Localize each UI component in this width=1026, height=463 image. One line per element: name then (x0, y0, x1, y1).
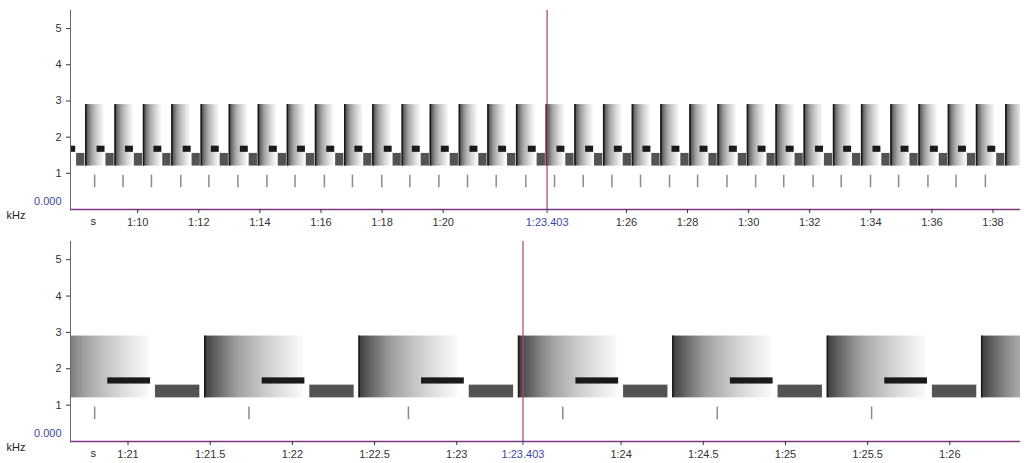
svg-text:5: 5 (55, 253, 61, 265)
svg-text:1:24: 1:24 (610, 448, 631, 460)
svg-text:1:23.403: 1:23.403 (526, 216, 569, 228)
svg-text:1:38: 1:38 (982, 216, 1003, 228)
svg-text:kHz: kHz (7, 209, 26, 221)
svg-text:1:26: 1:26 (616, 216, 637, 228)
svg-text:1:21.5: 1:21.5 (195, 448, 226, 460)
svg-text:1:36: 1:36 (921, 216, 942, 228)
svg-text:1:20: 1:20 (432, 216, 453, 228)
svg-text:1:23.403: 1:23.403 (502, 448, 545, 460)
svg-text:1:30: 1:30 (738, 216, 759, 228)
svg-text:4: 4 (55, 58, 61, 70)
svg-text:1:18: 1:18 (371, 216, 392, 228)
svg-text:0.000: 0.000 (34, 195, 62, 207)
svg-text:4: 4 (55, 290, 61, 302)
svg-text:1:16: 1:16 (310, 216, 331, 228)
svg-text:1:34: 1:34 (860, 216, 881, 228)
svg-text:1:21: 1:21 (117, 448, 138, 460)
svg-text:1:28: 1:28 (677, 216, 698, 228)
svg-text:0.000: 0.000 (34, 427, 62, 439)
svg-text:1:14: 1:14 (249, 216, 270, 228)
svg-text:3: 3 (55, 94, 61, 106)
svg-text:s: s (91, 215, 97, 227)
svg-text:1: 1 (55, 167, 61, 179)
svg-text:1: 1 (55, 399, 61, 411)
svg-text:2: 2 (55, 131, 61, 143)
svg-text:1:25: 1:25 (775, 448, 796, 460)
svg-text:kHz: kHz (7, 441, 26, 453)
svg-text:5: 5 (55, 22, 61, 34)
svg-text:1:12: 1:12 (188, 216, 209, 228)
svg-text:1:26: 1:26 (939, 448, 960, 460)
svg-text:1:22: 1:22 (282, 448, 303, 460)
svg-text:1:25.5: 1:25.5 (852, 448, 883, 460)
svg-text:1:24.5: 1:24.5 (688, 448, 719, 460)
svg-text:s: s (91, 447, 97, 459)
svg-text:1:10: 1:10 (127, 216, 148, 228)
svg-text:2: 2 (55, 362, 61, 374)
svg-text:1:22.5: 1:22.5 (359, 448, 390, 460)
svg-text:1:23: 1:23 (446, 448, 467, 460)
svg-text:3: 3 (55, 326, 61, 338)
svg-text:1:32: 1:32 (799, 216, 820, 228)
